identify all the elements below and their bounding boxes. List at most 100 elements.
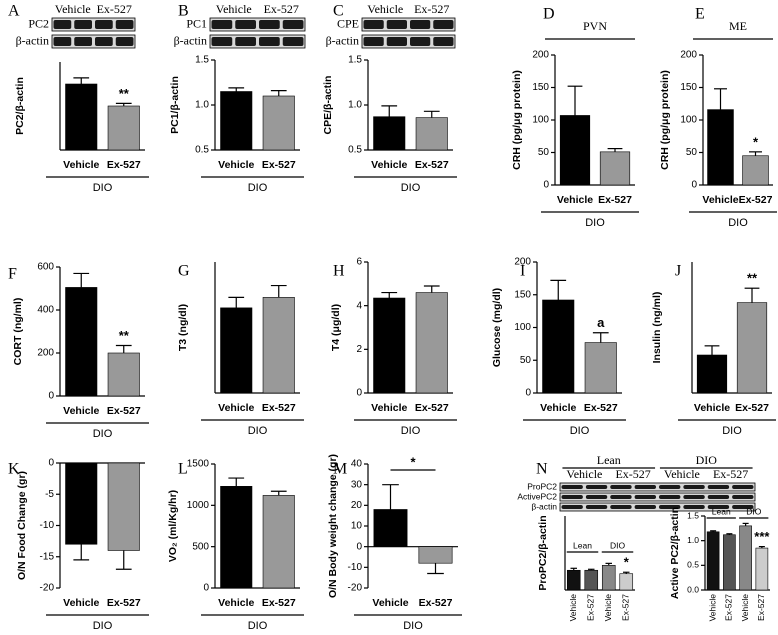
bar (415, 292, 448, 394)
blot-strip (209, 34, 306, 49)
y-tick-label: -20 (40, 583, 55, 594)
lane-label: Ex-527 (414, 2, 449, 16)
lane-label: Ex-527 (713, 467, 748, 481)
y-tick-label: 0 (203, 583, 209, 594)
blot-strip (361, 17, 456, 32)
x-tick-label: Vehicle (218, 159, 254, 171)
group-label: DIO (722, 425, 742, 437)
bar (723, 534, 736, 591)
blot-band (707, 485, 730, 489)
significance: * (753, 134, 759, 149)
x-tick-label: Vehicle (694, 402, 730, 414)
blot-strip (559, 482, 756, 492)
blot-strip (51, 34, 136, 49)
blot-row-label: ProPC2 (527, 481, 557, 491)
blot-band (363, 20, 384, 29)
x-tick-label: Ex-527 (262, 402, 296, 414)
y-tick-label: 200 (532, 50, 549, 61)
bar (220, 91, 253, 151)
y-axis-label: CPE/β-actin (322, 76, 334, 135)
x-tick-label: Vehicle (540, 402, 576, 414)
bar (736, 302, 768, 394)
y-axis-label: CRH (pg/μg protein) (659, 70, 671, 170)
x-tick-label: Ex-527 (107, 405, 141, 417)
significance: * (410, 454, 416, 469)
bar (619, 573, 634, 591)
x-tick-label: Vehicle (371, 159, 407, 171)
group-label: Lean (712, 506, 731, 516)
bar (373, 509, 408, 547)
group-label: DIO (401, 182, 421, 194)
lane-label: Vehicle (566, 467, 602, 481)
bar (584, 569, 599, 591)
bar (584, 342, 617, 394)
y-tick-label: 0.5 (195, 145, 209, 156)
blot-band (259, 20, 280, 29)
y-tick-label: 30 (351, 479, 363, 490)
blot-band (634, 505, 656, 509)
blot-group-label: Lean (597, 453, 621, 467)
x-tick-label: Ex-527 (584, 402, 618, 414)
y-tick-label: 0 (356, 541, 362, 552)
y-tick-label: -15 (40, 551, 55, 562)
blot-strip (559, 502, 756, 512)
x-tick-label: Ex-527 (262, 159, 296, 171)
lane-label: Ex-527 (264, 2, 299, 16)
y-tick-label: 600 (37, 262, 54, 273)
blot-band (732, 495, 754, 499)
blot-band (53, 20, 72, 29)
bar (415, 117, 448, 151)
y-axis-label: VO₂ (ml/Kg/hr) (167, 490, 179, 562)
bar (755, 547, 769, 591)
blot-row-label: PC2 (28, 16, 49, 30)
panel-title: PVN (583, 19, 607, 33)
blot-band (683, 495, 705, 499)
x-tick-label: Vehicle (568, 594, 578, 622)
x-tick-label: Vehicle (218, 597, 254, 609)
x-tick-label: Ex-527 (262, 597, 296, 609)
y-axis-label: CORT (ng/ml) (12, 298, 24, 366)
y-tick-label: 50 (538, 147, 550, 158)
y-tick-label: 50 (520, 355, 532, 366)
y-tick-label: -5 (45, 489, 54, 500)
blot-band (634, 495, 656, 499)
y-tick-label: 1500 (187, 459, 210, 470)
group-label: DIO (746, 506, 762, 516)
y-axis-label: O/N Body weight change (gr) (327, 454, 339, 598)
y-tick-label: 40 (351, 459, 363, 470)
y-tick-label: 0 (525, 388, 531, 399)
x-tick-label: Ex-527 (415, 159, 449, 171)
blot-band (659, 495, 681, 499)
x-tick-label: Ex-527 (598, 194, 632, 206)
blot-band (115, 37, 134, 46)
blot-group-label: DIO (696, 453, 718, 467)
blot-band (410, 20, 431, 29)
blot-band (707, 505, 730, 509)
panel-letter: E (695, 6, 705, 23)
lane-label: Ex-527 (97, 2, 132, 16)
group-label: DIO (93, 620, 113, 632)
bar (65, 83, 98, 151)
y-tick-label: 0 (356, 388, 362, 399)
panel-letter: A (8, 3, 20, 20)
panel-letter: B (178, 3, 189, 20)
blot-band (732, 505, 754, 509)
blot-band (634, 485, 656, 489)
blot-band (561, 495, 583, 499)
y-axis-label: Insulin (ng/ml) (651, 292, 663, 364)
group-label: DIO (93, 428, 113, 440)
lane-label: Vehicle (216, 2, 252, 16)
blot-band (683, 485, 705, 489)
panel-letter: M (333, 461, 347, 478)
y-tick-label: 1000 (187, 500, 210, 511)
group-label: DIO (585, 217, 605, 229)
bar (262, 297, 295, 394)
bar (373, 297, 406, 394)
panel-title: ME (729, 19, 747, 33)
blot-row-label: β-actin (16, 33, 49, 47)
y-tick-label: 0.0 (687, 584, 699, 594)
blot-band (53, 37, 72, 46)
blot-row-label: β-actin (531, 501, 557, 511)
significance: ** (747, 271, 758, 286)
blot-band (585, 505, 608, 509)
